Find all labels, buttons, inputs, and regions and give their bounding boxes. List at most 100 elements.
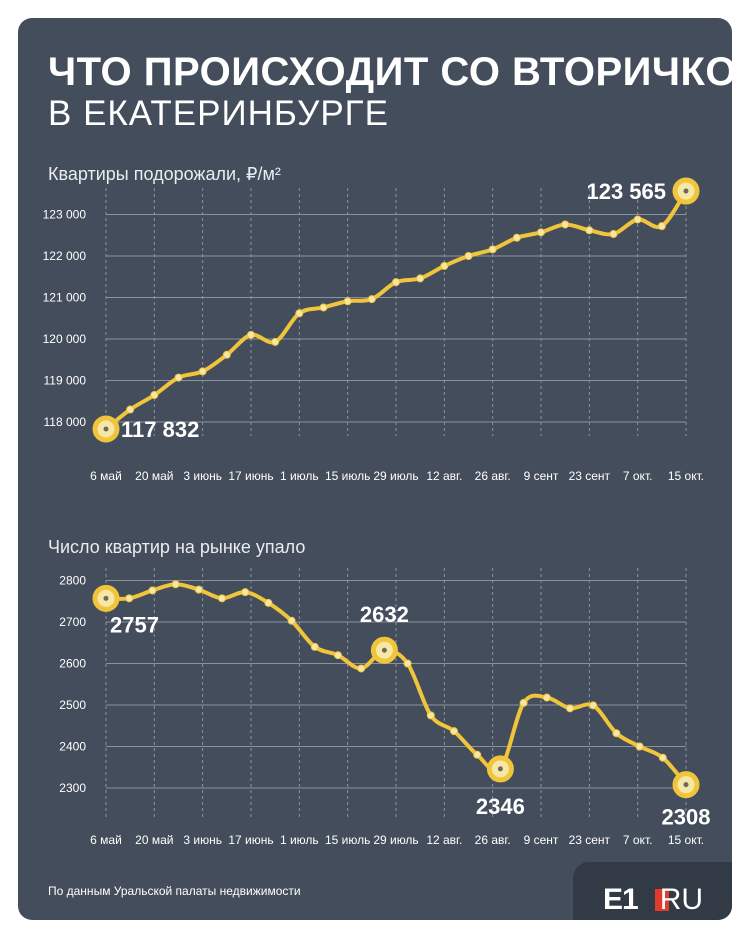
data-source-note: По данным Уральской палаты недвижимости	[48, 884, 301, 898]
price-data-point	[271, 337, 280, 346]
price-data-point	[464, 252, 473, 260]
listings-highlight-dot	[103, 595, 109, 601]
price-x-tick-label: 7 окт.	[623, 469, 653, 483]
listings-highlight-dot	[497, 766, 503, 772]
price-value-label: 117 832	[121, 417, 199, 442]
listings-y-tick-label: 2700	[59, 615, 86, 629]
listings-data-point	[334, 651, 342, 660]
listings-data-point	[612, 729, 621, 738]
price-y-tick-label: 119 000	[44, 374, 87, 388]
listings-data-point	[218, 594, 226, 603]
listings-data-point	[310, 642, 319, 651]
price-x-tick-label: 12 авг.	[426, 469, 462, 483]
listings-y-tick-label: 2600	[59, 657, 86, 671]
price-data-point	[198, 367, 207, 376]
listings-x-tick-label: 23 сент	[569, 833, 611, 847]
listings-x-tick-label: 9 сент	[524, 833, 559, 847]
price-data-point	[561, 220, 570, 229]
listings-x-tick-label: 1 июль	[280, 833, 319, 847]
logo-red-mark	[655, 889, 669, 911]
price-x-tick-label: 9 сент	[524, 469, 559, 483]
price-highlight-dot	[683, 188, 689, 194]
listings-highlight-dot	[683, 782, 689, 788]
listings-data-point	[403, 659, 412, 668]
price-x-tick-label: 17 июнь	[228, 469, 273, 483]
listings-data-point	[357, 664, 366, 673]
listings-data-point	[589, 701, 598, 710]
listings-x-tick-label: 26 авг.	[475, 833, 511, 847]
price-data-point	[343, 297, 352, 306]
listings-x-tick-label: 15 июль	[325, 833, 370, 847]
price-x-tick-label: 29 июль	[373, 469, 418, 483]
price-data-point	[126, 405, 135, 414]
listings-data-point	[519, 698, 528, 707]
listings-data-point	[194, 585, 203, 594]
price-y-tick-label: 123 000	[43, 208, 87, 222]
price-data-point	[633, 215, 642, 224]
listings-data-point	[148, 586, 157, 595]
listings-y-tick-label: 2800	[59, 574, 86, 588]
price-x-tick-label: 26 авг.	[475, 469, 511, 483]
listings-x-tick-label: 17 июнь	[228, 833, 273, 847]
page-subtitle: В ЕКАТЕРИНБУРГЕ	[48, 94, 389, 133]
price-x-tick-label: 3 июнь	[183, 469, 222, 483]
price-data-point	[512, 233, 521, 242]
listings-data-point	[635, 742, 644, 751]
listings-x-tick-label: 3 июнь	[183, 833, 222, 847]
listings-x-tick-label: 7 окт.	[623, 833, 653, 847]
price-data-point	[440, 261, 449, 270]
listings-data-point	[171, 580, 180, 589]
listings-data-point	[542, 693, 551, 702]
price-highlight-dot	[103, 426, 109, 432]
price-x-tick-label: 15 окт.	[668, 469, 704, 483]
price-data-point	[295, 309, 304, 318]
listings-data-point	[264, 598, 273, 607]
price-data-point	[367, 295, 376, 304]
listings-y-tick-label: 2300	[59, 781, 86, 795]
listings-x-tick-label: 29 июль	[373, 833, 418, 847]
listings-y-tick-label: 2500	[59, 698, 86, 712]
price-data-point	[319, 303, 328, 312]
price-x-tick-label: 6 май	[90, 469, 122, 483]
price-data-point	[247, 330, 255, 339]
price-y-tick-label: 122 000	[43, 249, 87, 263]
listings-data-point	[241, 588, 250, 597]
listings-data-point	[473, 750, 482, 759]
price-data-point	[222, 350, 231, 359]
price-data-point	[392, 278, 400, 287]
listings-value-label: 2308	[662, 805, 711, 830]
listings-chart-title: Число квартир на рынке упало	[48, 537, 306, 557]
listings-y-tick-label: 2400	[59, 740, 86, 754]
price-data-point	[174, 373, 183, 382]
price-data-point	[488, 245, 497, 254]
listings-line-chart: 2300 2400 2500 2600 2700 2800 6 май 20 май 3 июн…	[59, 568, 711, 847]
listings-data-point	[566, 704, 574, 713]
price-data-point	[416, 274, 425, 283]
listings-x-tick-label: 12 авг.	[426, 833, 462, 847]
price-y-tick-label: 118 000	[44, 415, 87, 429]
price-y-tick-label: 121 000	[43, 291, 87, 305]
logo-ru: RU	[659, 883, 704, 916]
price-data-point	[585, 226, 594, 235]
price-chart-title: Квартиры подорожали, ₽/м²	[48, 164, 281, 184]
listings-data-point	[658, 753, 667, 762]
listings-data-point	[426, 711, 435, 720]
listings-value-label: 2757	[110, 612, 159, 637]
price-x-tick-label: 1 июль	[280, 469, 319, 483]
price-x-tick-label: 20 май	[135, 469, 173, 483]
price-line-chart: 118 000 119 000 120 000 121 000 122 000 123 0…	[43, 177, 704, 483]
listings-x-tick-label: 20 май	[135, 833, 173, 847]
price-data-point	[657, 222, 666, 231]
price-data-point	[609, 230, 618, 239]
listings-data-point	[125, 594, 134, 603]
price-x-tick-label: 15 июль	[325, 469, 370, 483]
infographic-card: ЧТО ПРОИСХОДИТ СО ВТОРИЧКОЙ В ЕКАТЕРИНБУ…	[18, 18, 732, 920]
price-data-point	[150, 391, 159, 400]
e1-logo[interactable]: E1 RU	[573, 862, 732, 920]
listings-x-tick-label: 15 окт.	[668, 833, 704, 847]
listings-highlight-dot	[381, 647, 387, 653]
listings-data-point	[287, 616, 296, 625]
listings-value-label: 2632	[360, 602, 409, 627]
price-x-tick-label: 23 сент	[569, 469, 611, 483]
price-data-point	[537, 228, 545, 237]
